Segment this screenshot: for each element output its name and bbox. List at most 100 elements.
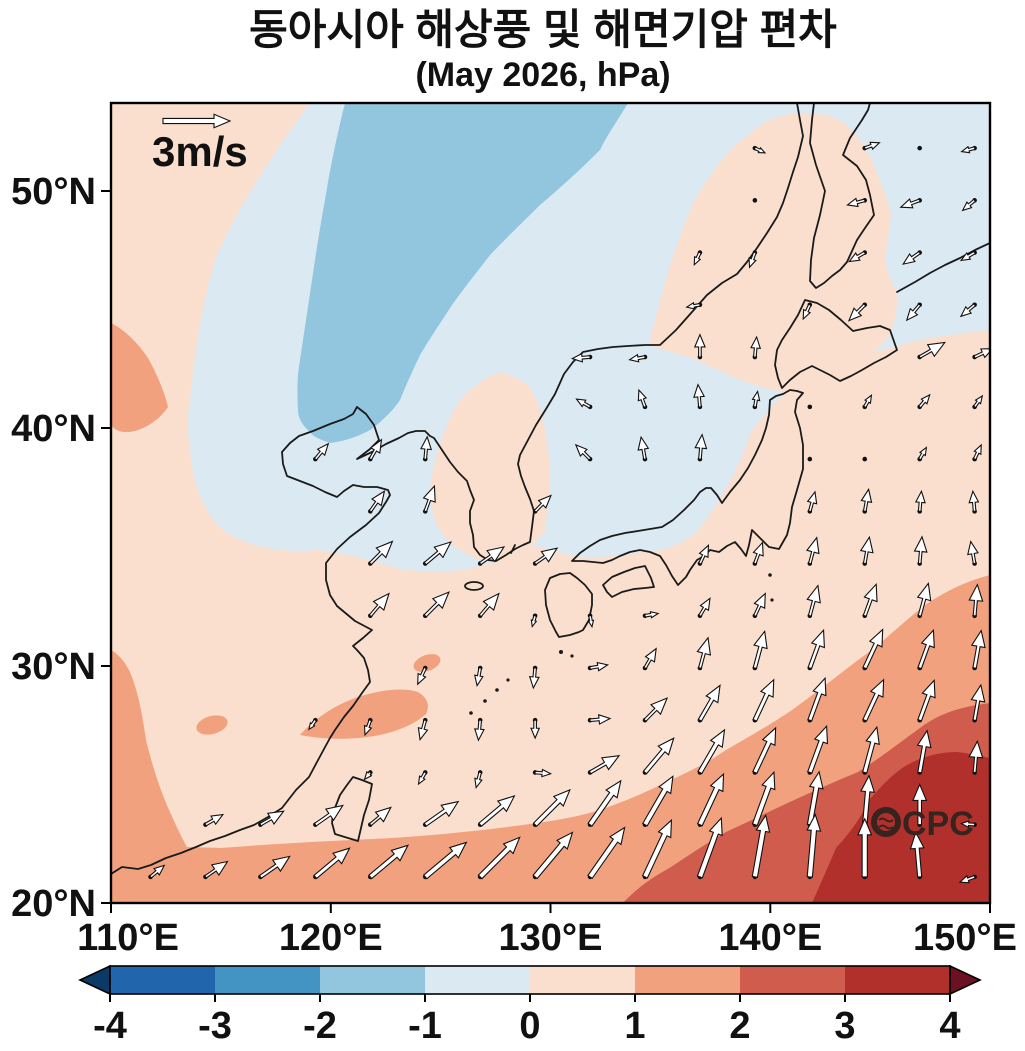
wind-arrow [628, 353, 646, 363]
wind-arrow [642, 775, 674, 827]
colorbar-under-arrow [78, 964, 111, 996]
wind-arrow [899, 198, 921, 209]
wind-arrow [905, 303, 922, 322]
wind-arrow [534, 768, 553, 778]
x-tick-150e: 150°E [913, 917, 1017, 959]
y-tick-20n: 20°N [11, 883, 96, 925]
wind-arrow [902, 250, 922, 265]
wind-arrow [807, 676, 827, 722]
x-tick-130e: 130°E [499, 917, 603, 959]
wind-arrow [368, 806, 392, 827]
colorbar-seg-5 [530, 966, 635, 994]
wind-arrow [589, 661, 610, 672]
wind-arrow [909, 830, 925, 878]
x-tick-120e: 120°E [279, 917, 383, 959]
wind-arrow [917, 628, 935, 670]
wind-arrow [698, 597, 711, 618]
wind-arrow [588, 754, 621, 775]
wind-arrow [530, 614, 538, 628]
x-tick-110e: 110°E [77, 917, 179, 959]
wind-arrow [847, 303, 867, 322]
colorbar-seg-7 [740, 966, 845, 994]
wind-arrow [528, 667, 540, 690]
wind-arrow [696, 816, 723, 879]
wind-arrow [753, 146, 767, 154]
wind-arrow [368, 490, 386, 513]
wind-arrow [698, 544, 710, 565]
calm-wind-dot [862, 456, 868, 462]
wind-arrow [970, 683, 986, 722]
wind-arrow [748, 251, 757, 269]
wind-arrow [917, 679, 936, 722]
wind-arrow [693, 333, 706, 358]
wind-arrow [968, 489, 980, 513]
wind-arrow [694, 433, 708, 460]
wind-arrow [478, 795, 516, 827]
wind-arrow [423, 541, 452, 566]
wind-arrow [368, 592, 390, 618]
wind-arrow [533, 494, 552, 514]
wind-arrow [751, 390, 761, 408]
calm-wind-dot [807, 404, 813, 410]
wind-arrow [533, 547, 559, 566]
band-1-2-zhejiang-patch [300, 689, 428, 739]
wind-arrow [967, 540, 979, 565]
ocpc-logo-o-icon [871, 807, 901, 837]
wind-arrow [642, 737, 675, 775]
wind-arrow [860, 774, 876, 826]
wind-arrow [422, 841, 468, 880]
cbar-label-0: 0 [519, 1005, 540, 1047]
wind-arrow [587, 826, 626, 880]
wind-arrow [913, 535, 928, 565]
wind-vector-field [148, 141, 990, 884]
wind-arrow [258, 855, 291, 879]
wind-arrow [912, 783, 928, 826]
coastline-honshu [571, 389, 804, 586]
coastline-taiwan [331, 776, 373, 842]
band-1-2-small-patch-b [196, 715, 228, 735]
band-m2-m1-region [297, 103, 628, 443]
wind-arrow [959, 303, 977, 318]
y-tick-40n: 40°N [11, 408, 96, 450]
wind-arrow [420, 435, 433, 460]
wind-arrow [916, 729, 932, 774]
wind-arrow [972, 443, 982, 461]
wind-arrow [478, 592, 500, 618]
wind-arrow [862, 678, 885, 722]
wind-arrow [972, 394, 984, 409]
colorbar-over-arrow [949, 964, 982, 996]
calm-wind-dot [917, 145, 922, 151]
wind-arrow [570, 352, 591, 363]
calm-wind-dot [752, 198, 758, 203]
wind-arrow [846, 197, 866, 208]
wind-arrow [417, 666, 428, 686]
wind-arrow [473, 667, 484, 687]
wind-arrow [807, 724, 829, 774]
wind-arrow [918, 341, 947, 359]
wind-arrow [532, 831, 574, 880]
cbar-label-4: 4 [939, 1005, 960, 1047]
wind-arrow [473, 719, 485, 742]
colorbar-ticks [109, 994, 951, 1002]
wind-arrow [637, 388, 648, 409]
wind-arrow [857, 817, 873, 878]
wind-arrow [960, 145, 976, 154]
wind-arrow [752, 726, 777, 775]
band-0-1-korea-tongue [430, 372, 550, 561]
cbar-label-m2: -2 [303, 1005, 337, 1047]
pressure-anomaly-shading [111, 103, 990, 903]
reference-arrow [162, 113, 232, 129]
wind-arrow [423, 591, 450, 618]
wind-arrow [368, 844, 410, 880]
wind-arrow [308, 718, 318, 731]
wind-arrow [587, 779, 622, 827]
ocpc-watermark-text: CPC [902, 805, 974, 843]
colorbar: -4 -3 -2 -1 0 1 2 3 4 [78, 964, 982, 1047]
band-1-2-small-patch-a [413, 654, 441, 672]
band-0-1-sakhalin-blob [649, 112, 898, 393]
coastline-kyushu [544, 572, 593, 638]
cbar-label-1: 1 [624, 1005, 645, 1047]
wind-arrow [587, 614, 595, 629]
